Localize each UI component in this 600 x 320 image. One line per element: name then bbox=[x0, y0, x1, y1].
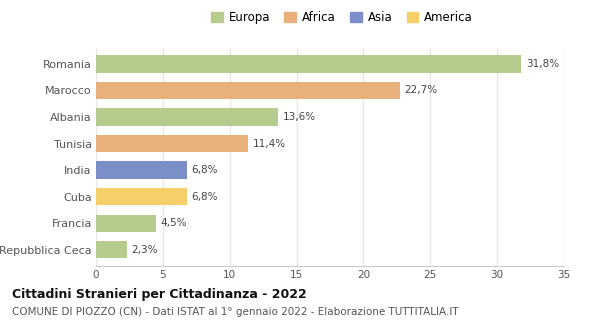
Text: 4,5%: 4,5% bbox=[161, 218, 187, 228]
Text: 6,8%: 6,8% bbox=[191, 165, 218, 175]
Text: Cittadini Stranieri per Cittadinanza - 2022: Cittadini Stranieri per Cittadinanza - 2… bbox=[12, 288, 307, 301]
Text: 6,8%: 6,8% bbox=[191, 192, 218, 202]
Bar bbox=[96, 241, 127, 258]
Text: 22,7%: 22,7% bbox=[404, 85, 437, 95]
Bar bbox=[96, 55, 521, 73]
Bar bbox=[96, 108, 278, 126]
Text: 31,8%: 31,8% bbox=[526, 59, 559, 69]
Text: 2,3%: 2,3% bbox=[131, 245, 158, 255]
Text: 13,6%: 13,6% bbox=[283, 112, 316, 122]
Legend: Europa, Africa, Asia, America: Europa, Africa, Asia, America bbox=[209, 9, 475, 27]
Bar bbox=[96, 188, 187, 205]
Bar bbox=[96, 214, 156, 232]
Bar bbox=[96, 162, 187, 179]
Bar bbox=[96, 82, 400, 99]
Bar bbox=[96, 135, 248, 152]
Text: COMUNE DI PIOZZO (CN) - Dati ISTAT al 1° gennaio 2022 - Elaborazione TUTTITALIA.: COMUNE DI PIOZZO (CN) - Dati ISTAT al 1°… bbox=[12, 307, 458, 317]
Text: 11,4%: 11,4% bbox=[253, 139, 286, 148]
